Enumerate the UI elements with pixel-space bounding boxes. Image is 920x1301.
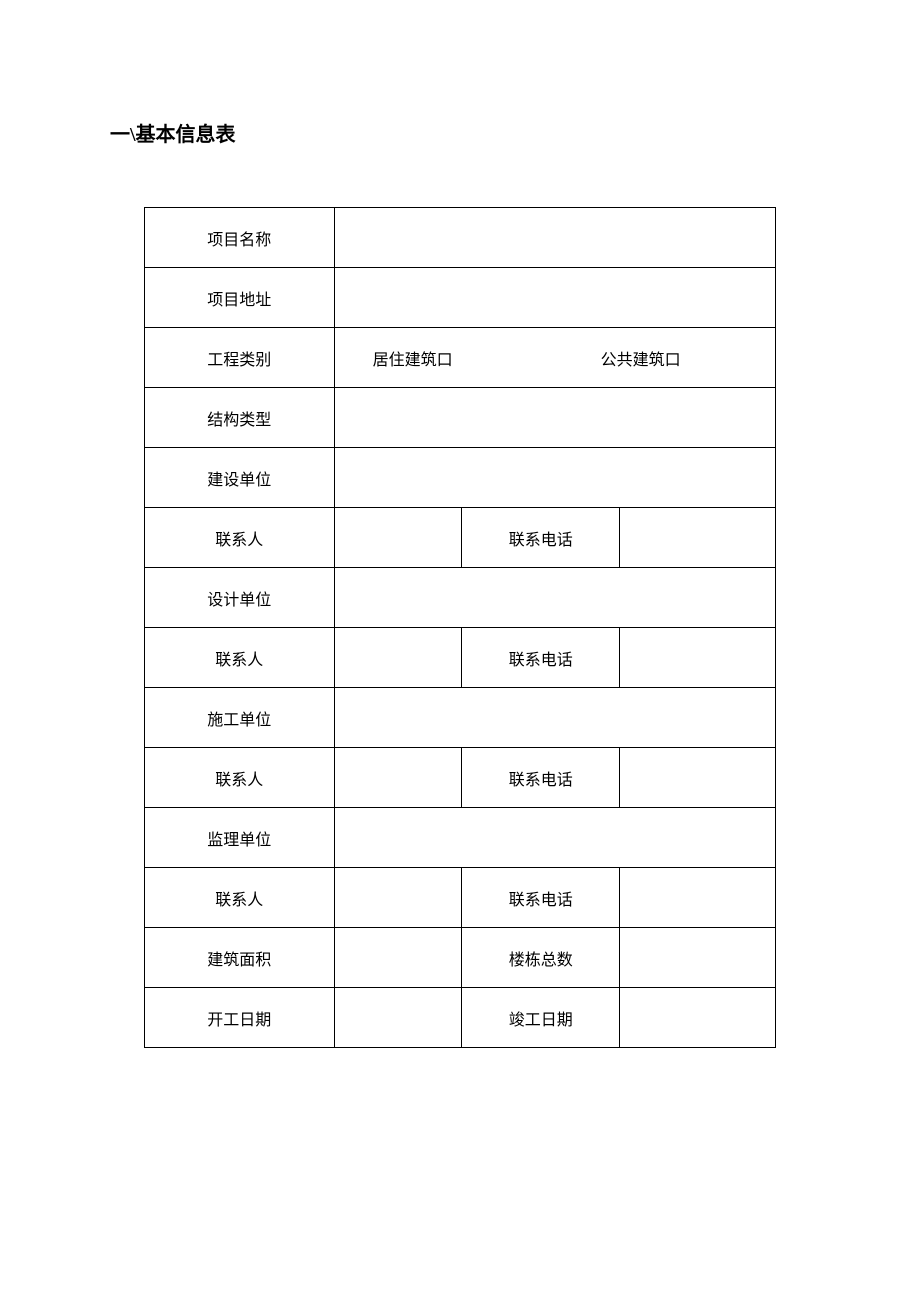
table-row: 设计单位 xyxy=(145,568,776,628)
option-residential: 居住建筑口 xyxy=(373,352,453,369)
row-label: 联系人 xyxy=(145,508,335,568)
row-label: 联系人 xyxy=(145,868,335,928)
row-value xyxy=(334,508,462,568)
row-label: 施工单位 xyxy=(145,688,335,748)
row-value xyxy=(334,628,462,688)
mid-label: 竣工日期 xyxy=(462,988,620,1048)
row-value xyxy=(334,808,775,868)
row-value xyxy=(620,628,776,688)
row-value xyxy=(334,268,775,328)
table-row: 结构类型 xyxy=(145,388,776,448)
table-row: 联系人 联系电话 xyxy=(145,628,776,688)
row-value xyxy=(620,988,776,1048)
row-value xyxy=(620,928,776,988)
row-options: 居住建筑口 公共建筑口 xyxy=(334,328,775,388)
row-label: 监理单位 xyxy=(145,808,335,868)
row-label: 工程类别 xyxy=(145,328,335,388)
table-row: 施工单位 xyxy=(145,688,776,748)
row-value xyxy=(334,988,462,1048)
row-label: 项目名称 xyxy=(145,208,335,268)
row-value xyxy=(620,868,776,928)
basic-info-table: 项目名称 项目地址 工程类别 居住建筑口 公共建筑口 结构类型 建设单位 联系人… xyxy=(144,207,776,1048)
row-label: 联系人 xyxy=(145,748,335,808)
option-public: 公共建筑口 xyxy=(601,352,681,369)
row-label: 设计单位 xyxy=(145,568,335,628)
table-row: 联系人 联系电话 xyxy=(145,868,776,928)
table-row: 联系人 联系电话 xyxy=(145,748,776,808)
row-value xyxy=(334,448,775,508)
table-row: 工程类别 居住建筑口 公共建筑口 xyxy=(145,328,776,388)
section-heading: 一\基本信息表 xyxy=(110,118,800,147)
table-row: 项目名称 xyxy=(145,208,776,268)
table-row: 监理单位 xyxy=(145,808,776,868)
row-value xyxy=(620,748,776,808)
mid-label: 联系电话 xyxy=(462,508,620,568)
mid-label: 联系电话 xyxy=(462,868,620,928)
row-value xyxy=(334,388,775,448)
row-label: 项目地址 xyxy=(145,268,335,328)
table-row: 建筑面积 楼栋总数 xyxy=(145,928,776,988)
mid-label: 联系电话 xyxy=(462,748,620,808)
row-value xyxy=(334,868,462,928)
row-value xyxy=(334,748,462,808)
row-label: 建设单位 xyxy=(145,448,335,508)
row-value xyxy=(620,508,776,568)
row-label: 联系人 xyxy=(145,628,335,688)
row-value xyxy=(334,208,775,268)
table-row: 建设单位 xyxy=(145,448,776,508)
row-value xyxy=(334,688,775,748)
row-label: 结构类型 xyxy=(145,388,335,448)
row-value xyxy=(334,928,462,988)
mid-label: 楼栋总数 xyxy=(462,928,620,988)
mid-label: 联系电话 xyxy=(462,628,620,688)
table-row: 联系人 联系电话 xyxy=(145,508,776,568)
row-value xyxy=(334,568,775,628)
table-row: 项目地址 xyxy=(145,268,776,328)
row-label: 建筑面积 xyxy=(145,928,335,988)
table-row: 开工日期 竣工日期 xyxy=(145,988,776,1048)
row-label: 开工日期 xyxy=(145,988,335,1048)
